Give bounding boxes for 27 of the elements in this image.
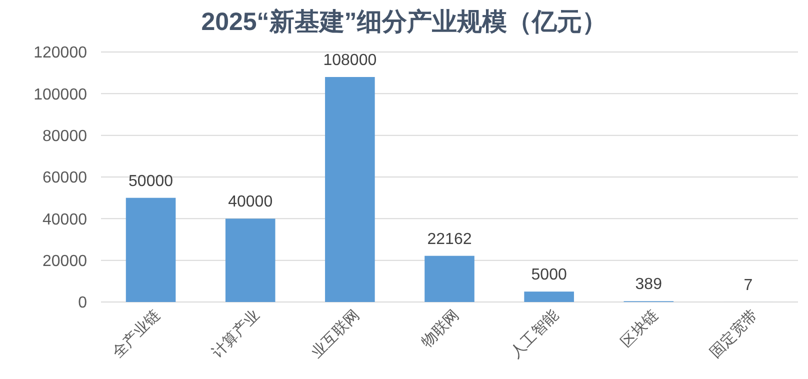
data-label: 108000 [323,52,377,69]
x-tick-label: 人工智能 [507,306,562,362]
data-label: 7 [744,276,753,294]
bar [424,256,474,302]
y-tick-label: 40000 [42,211,88,228]
data-label: 22162 [427,230,472,248]
data-label: 5000 [531,266,567,284]
data-label: 50000 [128,172,174,190]
data-label: 40000 [228,194,273,211]
y-tick-label: 120000 [34,44,88,62]
bar [225,218,276,302]
x-tick-label: 全产业链 [109,306,164,362]
y-tick-label: 100000 [34,86,88,104]
chart-title: 2025“新基建”细分产业规模（亿元） [201,8,607,36]
x-tick-label: 业互联网 [308,306,363,362]
y-tick-label: 20000 [42,252,88,270]
y-tick-label: 0 [78,294,88,312]
bar [126,198,176,302]
bar [325,77,375,302]
bar [524,292,574,302]
x-tick-label: 固定宽带 [706,306,762,362]
x-tick-label: 区块链 [618,306,662,351]
data-label: 389 [635,276,662,294]
x-tick-label: 物联网 [418,306,462,351]
y-tick-label: 80000 [42,128,88,145]
x-tick-label: 计算产业 [208,306,264,362]
y-tick-label: 60000 [42,170,88,187]
